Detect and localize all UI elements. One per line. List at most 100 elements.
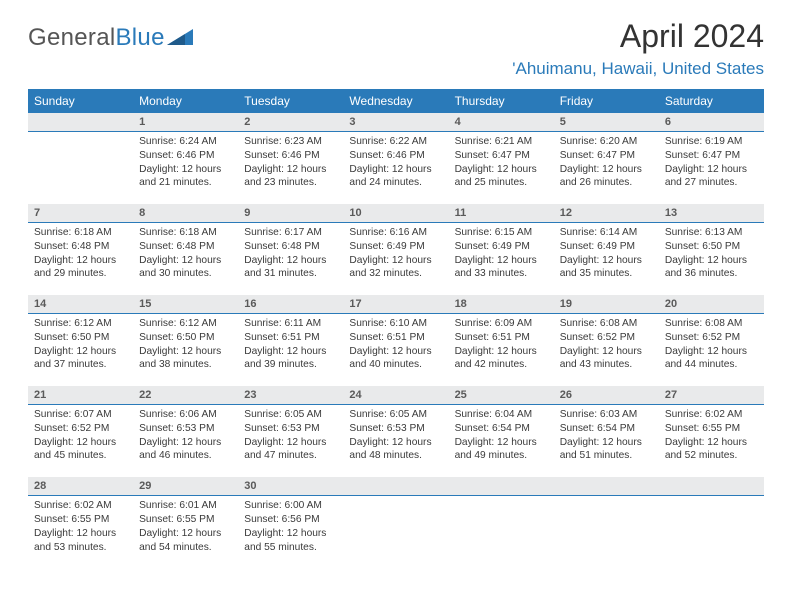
daylight-text: and 26 minutes. — [560, 176, 653, 190]
day-cell — [659, 496, 764, 565]
sunset-text: Sunset: 6:48 PM — [34, 240, 127, 254]
daylight-text: Daylight: 12 hours — [139, 345, 232, 359]
day-cell: Sunrise: 6:08 AMSunset: 6:52 PMDaylight:… — [659, 314, 764, 383]
header: GeneralBlue April 2024 'Ahuimanu, Hawaii… — [28, 18, 764, 79]
daylight-text: and 27 minutes. — [665, 176, 758, 190]
day-cell: Sunrise: 6:18 AMSunset: 6:48 PMDaylight:… — [28, 223, 133, 292]
day-cell: Sunrise: 6:01 AMSunset: 6:55 PMDaylight:… — [133, 496, 238, 565]
day-number: 10 — [343, 204, 448, 223]
day-number: 23 — [238, 386, 343, 405]
dow-header: Wednesday — [343, 89, 448, 113]
sunrise-text: Sunrise: 6:08 AM — [560, 317, 653, 331]
sunset-text: Sunset: 6:46 PM — [244, 149, 337, 163]
daylight-text: and 23 minutes. — [244, 176, 337, 190]
sunrise-text: Sunrise: 6:08 AM — [665, 317, 758, 331]
daylight-text: and 25 minutes. — [455, 176, 548, 190]
day-cell — [554, 496, 659, 565]
daylight-text: and 39 minutes. — [244, 358, 337, 372]
day-number: 14 — [28, 295, 133, 314]
day-number: 3 — [343, 113, 448, 132]
day-number: 24 — [343, 386, 448, 405]
calendar-table: SundayMondayTuesdayWednesdayThursdayFrid… — [28, 89, 764, 564]
sunset-text: Sunset: 6:52 PM — [665, 331, 758, 345]
sunrise-text: Sunrise: 6:15 AM — [455, 226, 548, 240]
sunset-text: Sunset: 6:52 PM — [34, 422, 127, 436]
day-cell: Sunrise: 6:05 AMSunset: 6:53 PMDaylight:… — [343, 405, 448, 474]
sunrise-text: Sunrise: 6:02 AM — [34, 499, 127, 513]
sunset-text: Sunset: 6:46 PM — [349, 149, 442, 163]
daylight-text: Daylight: 12 hours — [34, 436, 127, 450]
daylight-text: Daylight: 12 hours — [665, 436, 758, 450]
sunset-text: Sunset: 6:49 PM — [560, 240, 653, 254]
daylight-text: and 49 minutes. — [455, 449, 548, 463]
sunrise-text: Sunrise: 6:12 AM — [34, 317, 127, 331]
sunrise-text: Sunrise: 6:05 AM — [244, 408, 337, 422]
day-number: 20 — [659, 295, 764, 314]
daylight-text: Daylight: 12 hours — [139, 436, 232, 450]
sunset-text: Sunset: 6:54 PM — [560, 422, 653, 436]
daylight-text: and 40 minutes. — [349, 358, 442, 372]
sunset-text: Sunset: 6:49 PM — [349, 240, 442, 254]
daylight-text: and 53 minutes. — [34, 541, 127, 555]
logo-word1: General — [28, 24, 115, 51]
day-number: 7 — [28, 204, 133, 223]
daylight-text: Daylight: 12 hours — [139, 254, 232, 268]
daylight-text: Daylight: 12 hours — [455, 436, 548, 450]
sunset-text: Sunset: 6:50 PM — [665, 240, 758, 254]
location-label: 'Ahuimanu, Hawaii, United States — [512, 59, 764, 79]
day-cell: Sunrise: 6:14 AMSunset: 6:49 PMDaylight:… — [554, 223, 659, 292]
day-number: 13 — [659, 204, 764, 223]
day-cell: Sunrise: 6:16 AMSunset: 6:49 PMDaylight:… — [343, 223, 448, 292]
dow-header: Saturday — [659, 89, 764, 113]
day-cell — [28, 132, 133, 201]
day-cell: Sunrise: 6:11 AMSunset: 6:51 PMDaylight:… — [238, 314, 343, 383]
day-number: 27 — [659, 386, 764, 405]
page-title: April 2024 — [512, 18, 764, 55]
sunset-text: Sunset: 6:56 PM — [244, 513, 337, 527]
day-cell: Sunrise: 6:00 AMSunset: 6:56 PMDaylight:… — [238, 496, 343, 565]
day-number: 15 — [133, 295, 238, 314]
day-cell: Sunrise: 6:17 AMSunset: 6:48 PMDaylight:… — [238, 223, 343, 292]
day-number: 16 — [238, 295, 343, 314]
day-number — [554, 477, 659, 496]
daylight-text: Daylight: 12 hours — [455, 163, 548, 177]
sunrise-text: Sunrise: 6:17 AM — [244, 226, 337, 240]
daylight-text: and 31 minutes. — [244, 267, 337, 281]
sunset-text: Sunset: 6:51 PM — [455, 331, 548, 345]
daylight-text: Daylight: 12 hours — [665, 163, 758, 177]
daylight-text: and 55 minutes. — [244, 541, 337, 555]
day-cell: Sunrise: 6:22 AMSunset: 6:46 PMDaylight:… — [343, 132, 448, 201]
sunrise-text: Sunrise: 6:20 AM — [560, 135, 653, 149]
sunrise-text: Sunrise: 6:18 AM — [34, 226, 127, 240]
day-number: 22 — [133, 386, 238, 405]
sunrise-text: Sunrise: 6:07 AM — [34, 408, 127, 422]
daylight-text: and 51 minutes. — [560, 449, 653, 463]
day-number: 19 — [554, 295, 659, 314]
logo-text: GeneralBlue — [28, 24, 165, 52]
day-cell: Sunrise: 6:07 AMSunset: 6:52 PMDaylight:… — [28, 405, 133, 474]
daylight-text: and 37 minutes. — [34, 358, 127, 372]
sunset-text: Sunset: 6:53 PM — [244, 422, 337, 436]
sunrise-text: Sunrise: 6:06 AM — [139, 408, 232, 422]
day-cell: Sunrise: 6:18 AMSunset: 6:48 PMDaylight:… — [133, 223, 238, 292]
dow-header: Tuesday — [238, 89, 343, 113]
sunset-text: Sunset: 6:48 PM — [139, 240, 232, 254]
sunset-text: Sunset: 6:51 PM — [244, 331, 337, 345]
day-number: 29 — [133, 477, 238, 496]
day-cell: Sunrise: 6:10 AMSunset: 6:51 PMDaylight:… — [343, 314, 448, 383]
day-number: 28 — [28, 477, 133, 496]
daylight-text: Daylight: 12 hours — [560, 254, 653, 268]
sunset-text: Sunset: 6:53 PM — [139, 422, 232, 436]
day-number: 5 — [554, 113, 659, 132]
daylight-text: Daylight: 12 hours — [560, 436, 653, 450]
day-number: 2 — [238, 113, 343, 132]
daylight-text: and 36 minutes. — [665, 267, 758, 281]
sunrise-text: Sunrise: 6:04 AM — [455, 408, 548, 422]
day-number — [28, 113, 133, 132]
daylight-text: Daylight: 12 hours — [349, 163, 442, 177]
sunrise-text: Sunrise: 6:12 AM — [139, 317, 232, 331]
sunrise-text: Sunrise: 6:02 AM — [665, 408, 758, 422]
daylight-text: and 54 minutes. — [139, 541, 232, 555]
day-cell: Sunrise: 6:12 AMSunset: 6:50 PMDaylight:… — [28, 314, 133, 383]
daylight-text: Daylight: 12 hours — [244, 163, 337, 177]
